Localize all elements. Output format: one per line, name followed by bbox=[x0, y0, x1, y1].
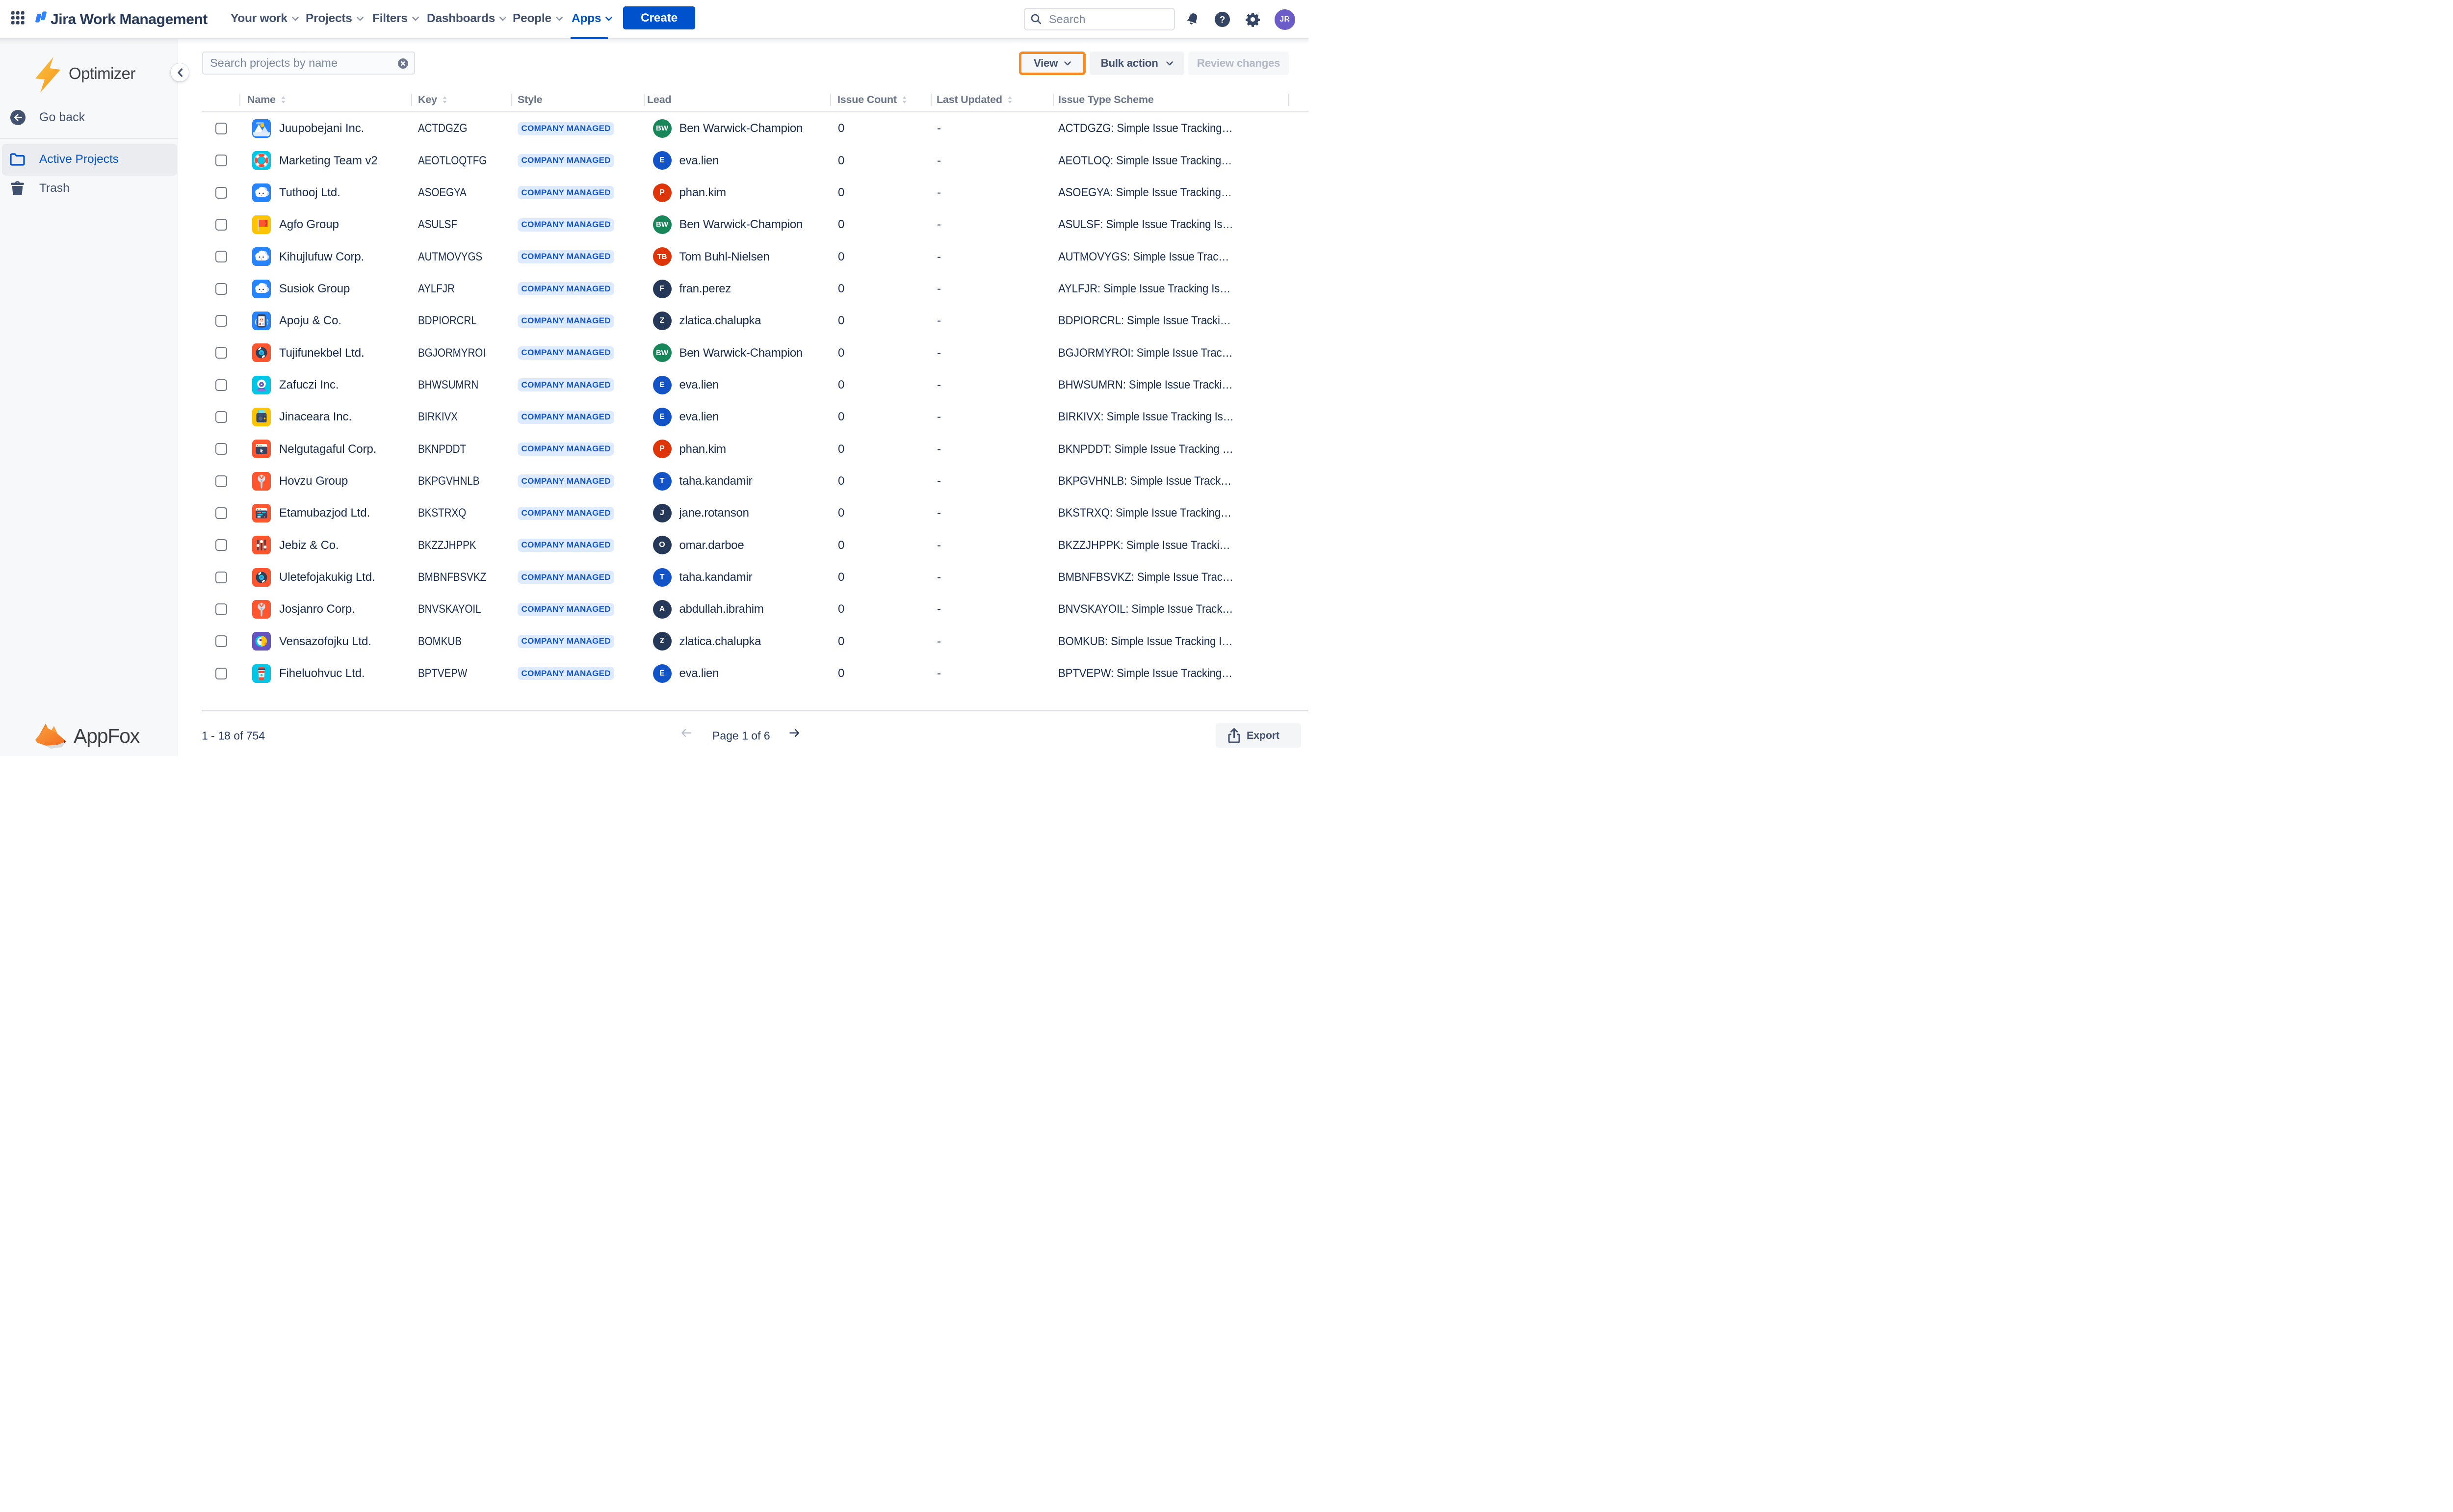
svg-text:?: ? bbox=[1220, 15, 1226, 26]
svg-text:(: ( bbox=[255, 317, 257, 325]
svg-text:): ) bbox=[266, 317, 269, 325]
